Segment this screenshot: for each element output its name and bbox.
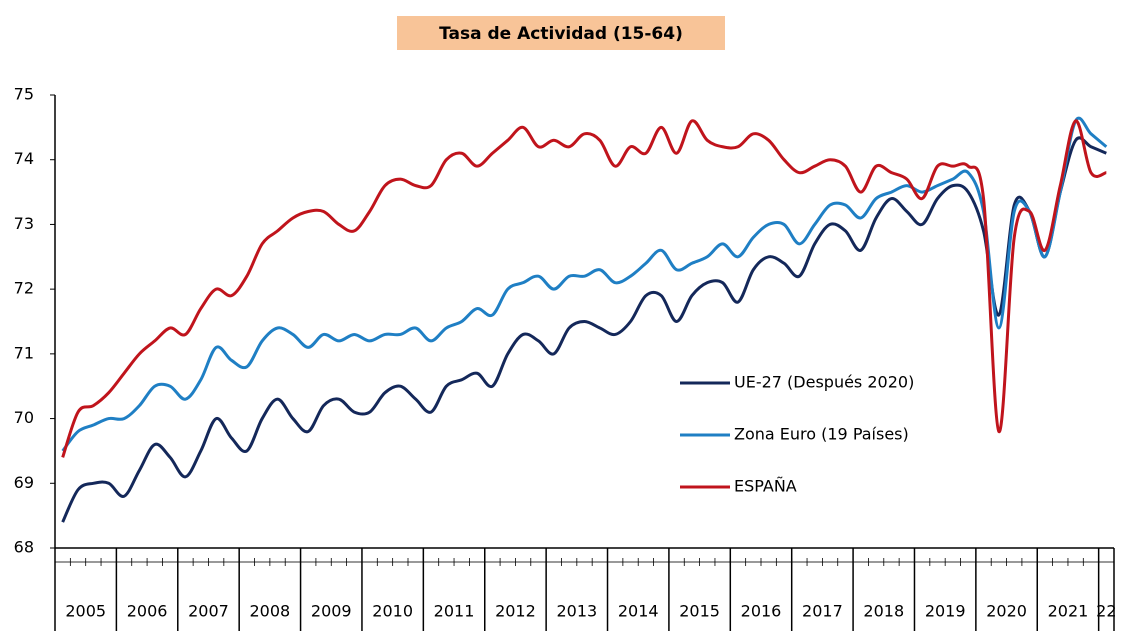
x-tick-label: 2020	[986, 602, 1027, 621]
x-tick-label: 2021	[1048, 602, 1089, 621]
x-tick-label: 2014	[618, 602, 659, 621]
y-tick-label: 70	[14, 408, 34, 427]
x-tick-label: 22	[1096, 602, 1116, 621]
series-line	[61, 119, 1107, 458]
legend-label: ESPAÑA	[734, 477, 797, 496]
y-tick-label: 74	[14, 149, 34, 168]
x-tick-label: 2018	[863, 602, 904, 621]
x-tick-label: 2009	[311, 602, 352, 621]
y-tick-label: 68	[14, 538, 34, 557]
x-tick-label: 2007	[188, 602, 229, 621]
legend-label: UE-27 (Después 2020)	[734, 373, 914, 392]
y-tick-label: 73	[14, 214, 34, 233]
y-tick-label: 71	[14, 343, 34, 362]
series-line	[61, 116, 1108, 452]
x-tick-label: 2013	[556, 602, 597, 621]
x-tick-label: 2005	[65, 602, 106, 621]
x-tick-label: 2008	[250, 602, 291, 621]
x-tick-label: 2019	[925, 602, 966, 621]
y-tick-label: 69	[14, 473, 34, 492]
series-line	[61, 136, 1107, 523]
chart-title: Tasa de Actividad (15-64)	[439, 24, 683, 44]
x-tick-label: 2006	[127, 602, 168, 621]
x-tick-label: 2016	[741, 602, 782, 621]
y-tick-label: 72	[14, 279, 34, 298]
legend-label: Zona Euro (19 Países)	[734, 425, 909, 444]
x-tick-label: 2015	[679, 602, 720, 621]
x-tick-label: 2012	[495, 602, 536, 621]
x-tick-label: 2011	[434, 602, 475, 621]
x-tick-label: 2010	[372, 602, 413, 621]
x-tick-label: 2017	[802, 602, 843, 621]
y-tick-label: 75	[14, 85, 34, 104]
title-box	[397, 16, 725, 50]
